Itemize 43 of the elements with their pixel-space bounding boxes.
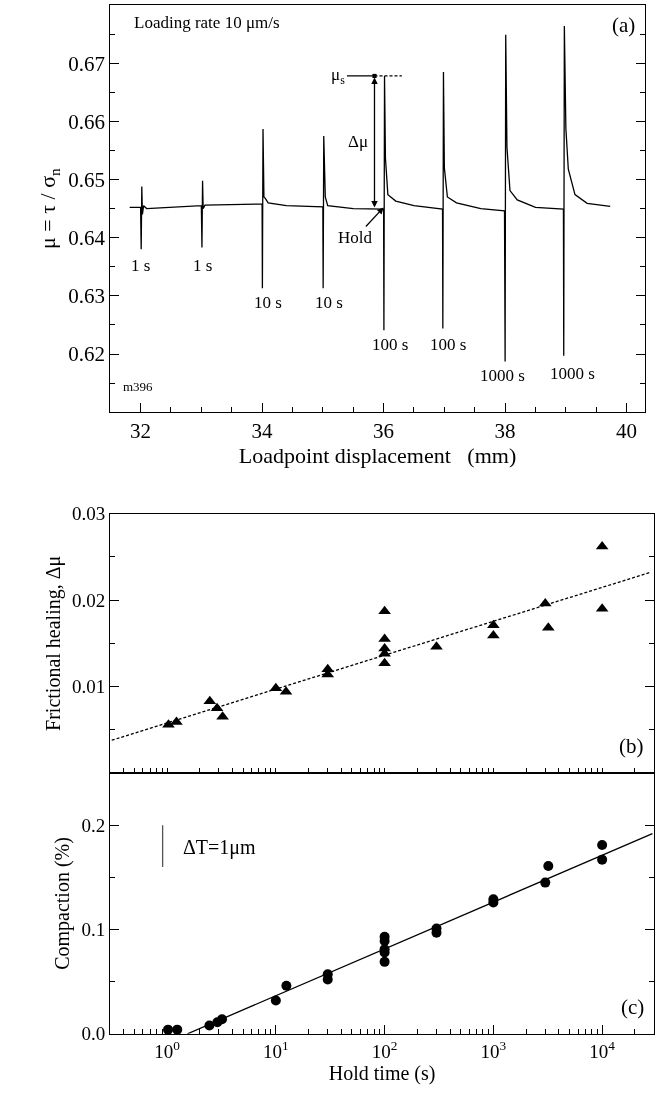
y-tick-label: 0.2 (81, 814, 106, 836)
x-axis-title: Hold time (s) (328, 1061, 436, 1085)
y-tick-label: 0.64 (68, 226, 106, 251)
y-axis-title: Frictional healing, Δμ (41, 555, 65, 731)
annotation: (a) (612, 13, 636, 37)
x-tick-label: 10$^{4}$ (589, 1037, 616, 1062)
annotation: 100 s (372, 335, 409, 354)
y-tick-label: 0.67 (68, 51, 105, 76)
y-tick-label: 0.62 (68, 342, 105, 367)
annotation: Hold (338, 228, 373, 247)
annotation: 100 s (430, 335, 467, 354)
y-tick-label: 0.03 (72, 503, 106, 525)
x-tick-label: 32 (130, 419, 152, 444)
x-tick-label: 10$^{3}$ (480, 1037, 507, 1062)
x-tick-label: 38 (494, 419, 516, 444)
y-tick-label: 0.01 (72, 676, 106, 698)
x-tick-label: 34 (251, 419, 274, 444)
annotation: μ$_{s}$ (331, 65, 346, 87)
annotation: 1000 s (480, 366, 525, 385)
annotation: 10 s (315, 293, 343, 312)
y-tick-label: 0.1 (81, 919, 106, 941)
annotation: ΔT=1μm (183, 836, 257, 859)
x-tick-label: 10$^{2}$ (371, 1037, 398, 1062)
y-axis-title: Compaction (%) (51, 837, 75, 970)
y-tick-label: 0.0 (81, 1023, 106, 1045)
annotation: 10 s (254, 293, 282, 312)
annotation: 1 s (131, 256, 151, 275)
annotation: Loading rate 10 μm/s (134, 13, 280, 32)
x-tick-label: 40 (616, 419, 638, 444)
annotation: m396 (123, 379, 154, 394)
annotation: (c) (621, 995, 645, 1019)
annotation: (b) (619, 734, 644, 758)
annotation: Δμ (348, 132, 369, 151)
y-tick-label: 0.02 (72, 589, 106, 611)
x-axis-title: Loadpoint displacement (mm) (238, 443, 517, 469)
y-tick-label: 0.66 (68, 109, 105, 134)
y-tick-label: 0.63 (68, 284, 105, 309)
x-tick-label: 10$^{0}$ (154, 1037, 181, 1062)
annotation: 1 s (193, 256, 213, 275)
x-tick-label: 10$^{1}$ (263, 1037, 289, 1062)
y-tick-label: 0.65 (68, 167, 105, 192)
x-tick-label: 36 (373, 419, 395, 444)
annotation: 1000 s (550, 364, 595, 383)
